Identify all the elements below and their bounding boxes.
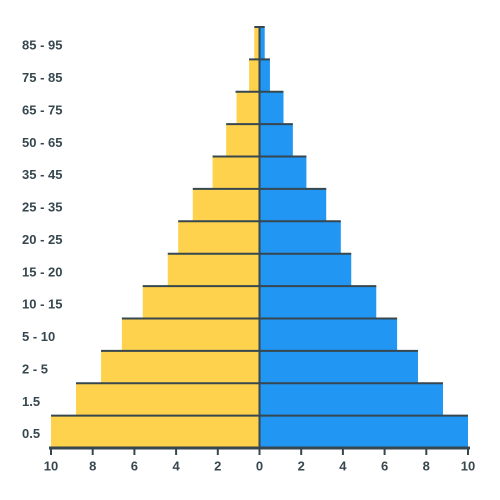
y-tick-label: 5 - 10: [22, 329, 55, 344]
bar: [192, 188, 260, 222]
bar: [236, 91, 260, 125]
y-tick-label: 15 - 20: [22, 264, 62, 279]
x-tick-label: 6: [131, 458, 138, 473]
bar: [259, 59, 270, 92]
bar: [259, 318, 398, 351]
y-tick-label: 35 - 45: [22, 167, 62, 182]
y-tick-label: 20 - 25: [22, 232, 62, 247]
y-tick-label: 10 - 15: [22, 297, 62, 312]
bar: [167, 253, 260, 287]
bar: [142, 286, 260, 319]
x-tick-label: 10: [44, 458, 58, 473]
bar: [259, 383, 443, 416]
y-tick-label: 25 - 35: [22, 200, 62, 215]
bar: [254, 27, 260, 60]
x-tick-label: 8: [89, 458, 96, 473]
bar: [259, 221, 341, 254]
x-tick-label: 6: [381, 458, 388, 473]
y-tick-label: 65 - 75: [22, 102, 62, 117]
bar: [259, 415, 468, 448]
x-tick-label: 8: [423, 458, 430, 473]
y-tick-label: 0.5: [22, 426, 40, 441]
bar: [178, 221, 260, 254]
y-tick-label: 85 - 95: [22, 38, 62, 53]
bar: [259, 286, 377, 319]
bar: [101, 350, 260, 384]
bar: [259, 156, 307, 189]
y-tick-label: 50 - 65: [22, 135, 62, 150]
x-tick-label: 2: [214, 458, 221, 473]
bar: [259, 350, 418, 384]
bar: [212, 156, 260, 189]
y-tick-label: 1.5: [22, 394, 40, 409]
bar: [259, 253, 352, 287]
x-tick-label: 2: [298, 458, 305, 473]
y-tick-label: 75 - 85: [22, 70, 62, 85]
y-tick-label: 2 - 5: [22, 361, 48, 376]
bar: [76, 383, 260, 416]
bar: [259, 124, 293, 157]
bar: [249, 59, 260, 92]
bar: [121, 318, 260, 351]
x-tick-label: 10: [461, 458, 475, 473]
bar: [259, 91, 284, 125]
bar: [259, 27, 265, 60]
x-tick-label: 0: [256, 458, 263, 473]
bar: [259, 188, 327, 222]
bar: [226, 124, 260, 157]
bar: [51, 415, 260, 448]
x-tick-label: 4: [172, 458, 180, 473]
x-tick-label: 4: [339, 458, 347, 473]
